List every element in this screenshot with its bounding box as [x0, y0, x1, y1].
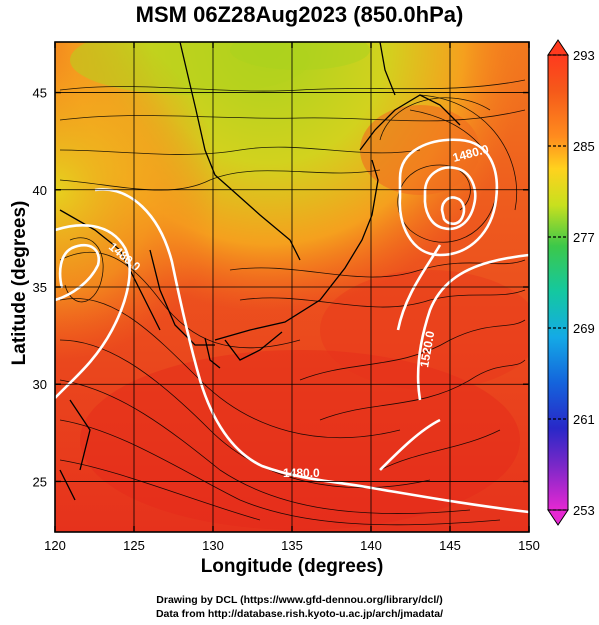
colorbar-lower-arrow	[547, 509, 569, 526]
y-tick-label: 25	[33, 474, 47, 489]
colorbar-tick-label: 277	[573, 230, 595, 245]
colorbar-tick-label: 261	[573, 412, 595, 427]
x-tick-label: 150	[518, 538, 540, 553]
grid-lines	[55, 42, 529, 532]
y-tick-label: 40	[33, 183, 47, 198]
colorbar-tick-label: 253	[573, 503, 595, 518]
contour-label: 1480.0	[283, 466, 320, 480]
geopotential-contours	[55, 138, 529, 514]
x-axis-label: Longitude (degrees)	[200, 556, 384, 577]
x-tick-label: 135	[281, 538, 303, 553]
y-tick-label: 35	[33, 280, 47, 295]
chart-title: MSM 06Z28Aug2023 (850.0hPa)	[135, 2, 464, 27]
credit-data: Data from http://database.rish.kyoto-u.a…	[155, 608, 444, 620]
temperature-field	[55, 42, 529, 532]
x-tick-label: 120	[44, 538, 66, 553]
y-tick-label: 45	[33, 86, 47, 101]
y-axis: 25 30 35 40 45	[33, 86, 529, 489]
colorbar-tick-label: 269	[573, 321, 595, 336]
colorbar-tick-label: 293	[573, 48, 595, 63]
colorbar-ramp	[547, 54, 569, 511]
x-tick-label: 125	[123, 538, 145, 553]
y-axis-label: Latitude (degrees)	[9, 200, 30, 366]
y-tick-label: 30	[33, 377, 47, 392]
x-tick-label: 140	[360, 538, 382, 553]
colorbar-upper-arrow	[547, 39, 569, 56]
credit-drawing: Drawing by DCL (https://www.gfd-dennou.o…	[156, 594, 443, 606]
colorbar-tick-label: 285	[573, 139, 595, 154]
x-tick-label: 145	[439, 538, 461, 553]
contour-label: 1520.0	[417, 330, 437, 369]
colorbar: 293 285 277 269 261 253	[547, 39, 595, 526]
x-axis: 120 125 130 135 140 145 150	[44, 42, 540, 553]
x-tick-label: 130	[202, 538, 224, 553]
